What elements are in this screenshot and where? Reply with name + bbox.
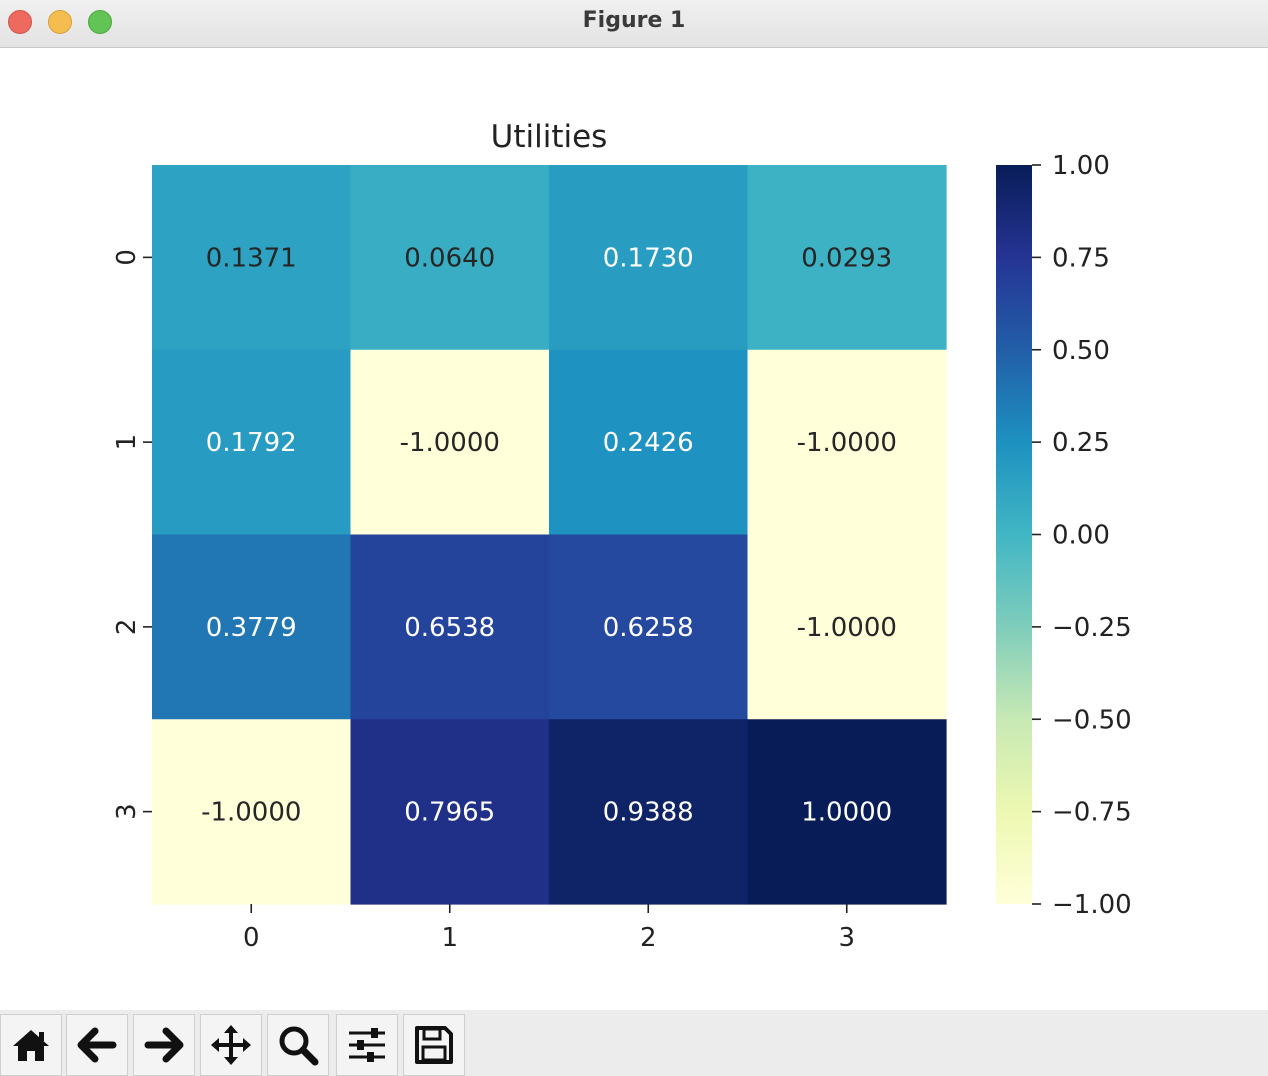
colorbar-tick-label: 0.50: [1052, 336, 1110, 366]
heatmap-cell: [549, 719, 749, 905]
colorbar-tick-label: 1.00: [1052, 151, 1110, 181]
cell-value-label: 0.0640: [404, 243, 495, 273]
home-button[interactable]: [0, 1014, 62, 1076]
colorbar-tick-label: −1.00: [1052, 890, 1132, 920]
zoom-icon: [279, 1026, 319, 1066]
x-tick-label: 2: [640, 923, 657, 953]
cell-value-label: 0.1730: [603, 243, 694, 273]
colorbar: [996, 165, 1032, 904]
minimize-window-button[interactable]: [48, 10, 72, 34]
cell-value-label: 0.1792: [206, 428, 297, 458]
configure-subplots-button[interactable]: [336, 1014, 398, 1076]
x-tick-label: 0: [243, 923, 260, 953]
back-button[interactable]: [66, 1014, 128, 1076]
cell-value-label: -1.0000: [400, 428, 500, 458]
forward-button[interactable]: [133, 1014, 195, 1076]
window-title: Figure 1: [582, 8, 686, 33]
heatmap-cell: [350, 534, 550, 720]
close-window-button[interactable]: [8, 10, 32, 34]
cell-value-label: -1.0000: [797, 428, 897, 458]
cell-value-label: 0.6538: [404, 613, 495, 643]
x-tick-label: 1: [441, 923, 458, 953]
cell-value-label: 1.0000: [801, 798, 892, 828]
chart-title: Utilities: [491, 119, 608, 155]
cell-value-label: 0.2426: [603, 428, 694, 458]
x-tick-label: 3: [838, 923, 855, 953]
colorbar-tick-label: −0.75: [1052, 798, 1132, 828]
zoom-button[interactable]: [267, 1014, 329, 1076]
y-tick-label: 2: [112, 619, 142, 636]
navigation-toolbar: [0, 1010, 1268, 1076]
cell-value-label: -1.0000: [797, 613, 897, 643]
heatmap-cell: [747, 719, 947, 905]
heatmap-cell: [152, 165, 352, 351]
heatmap-cell: [152, 534, 352, 720]
heatmap-cell: [350, 719, 550, 905]
heatmap-cell: [549, 349, 749, 536]
forward-arrow-icon: [144, 1027, 184, 1063]
cell-value-label: 0.6258: [603, 613, 694, 643]
y-tick-label: 3: [112, 803, 142, 820]
pan-icon: [211, 1025, 251, 1065]
configure-subplots-icon: [349, 1028, 385, 1062]
save-button[interactable]: [403, 1014, 465, 1076]
heatmap-cell: [350, 165, 550, 351]
heatmap-cell: [549, 534, 749, 720]
cell-value-label: 0.9388: [603, 798, 694, 828]
heatmap-chart: Utilities 0.1371 0.0640 0.1730 0.0293 0.1792…: [112, 119, 1132, 953]
back-arrow-icon: [77, 1027, 117, 1063]
colorbar-tick-label: −0.50: [1052, 705, 1132, 735]
colorbar-tick-label: 0.75: [1052, 243, 1110, 273]
y-tick-label: 0: [112, 249, 142, 266]
colorbar-tick-label: 0.00: [1052, 521, 1110, 551]
cell-value-label: -1.0000: [201, 798, 301, 828]
pan-button[interactable]: [200, 1014, 262, 1076]
heatmap-cell: [350, 349, 550, 536]
heatmap-cell: [152, 349, 352, 536]
cell-value-label: 0.7965: [404, 798, 495, 828]
colorbar-tick-label: 0.25: [1052, 428, 1110, 458]
heatmap-cell: [549, 165, 749, 351]
save-icon: [415, 1026, 453, 1064]
heatmap-cell: [747, 534, 947, 720]
figure-canvas: Utilities 0.1371 0.0640 0.1730 0.0293 0.1792…: [0, 49, 1268, 1009]
colorbar-tick-label: −0.25: [1052, 613, 1132, 643]
y-tick-label: 1: [112, 434, 142, 451]
heatmap-cell: [747, 349, 947, 536]
cell-value-label: 0.1371: [206, 243, 297, 273]
maximize-window-button[interactable]: [88, 10, 112, 34]
cell-value-label: 0.0293: [801, 243, 892, 273]
heatmap-cell: [152, 719, 352, 905]
cell-value-label: 0.3779: [206, 613, 297, 643]
heatmap-cell: [747, 165, 947, 351]
home-icon: [13, 1030, 49, 1061]
window-titlebar: Figure 1: [0, 0, 1268, 48]
